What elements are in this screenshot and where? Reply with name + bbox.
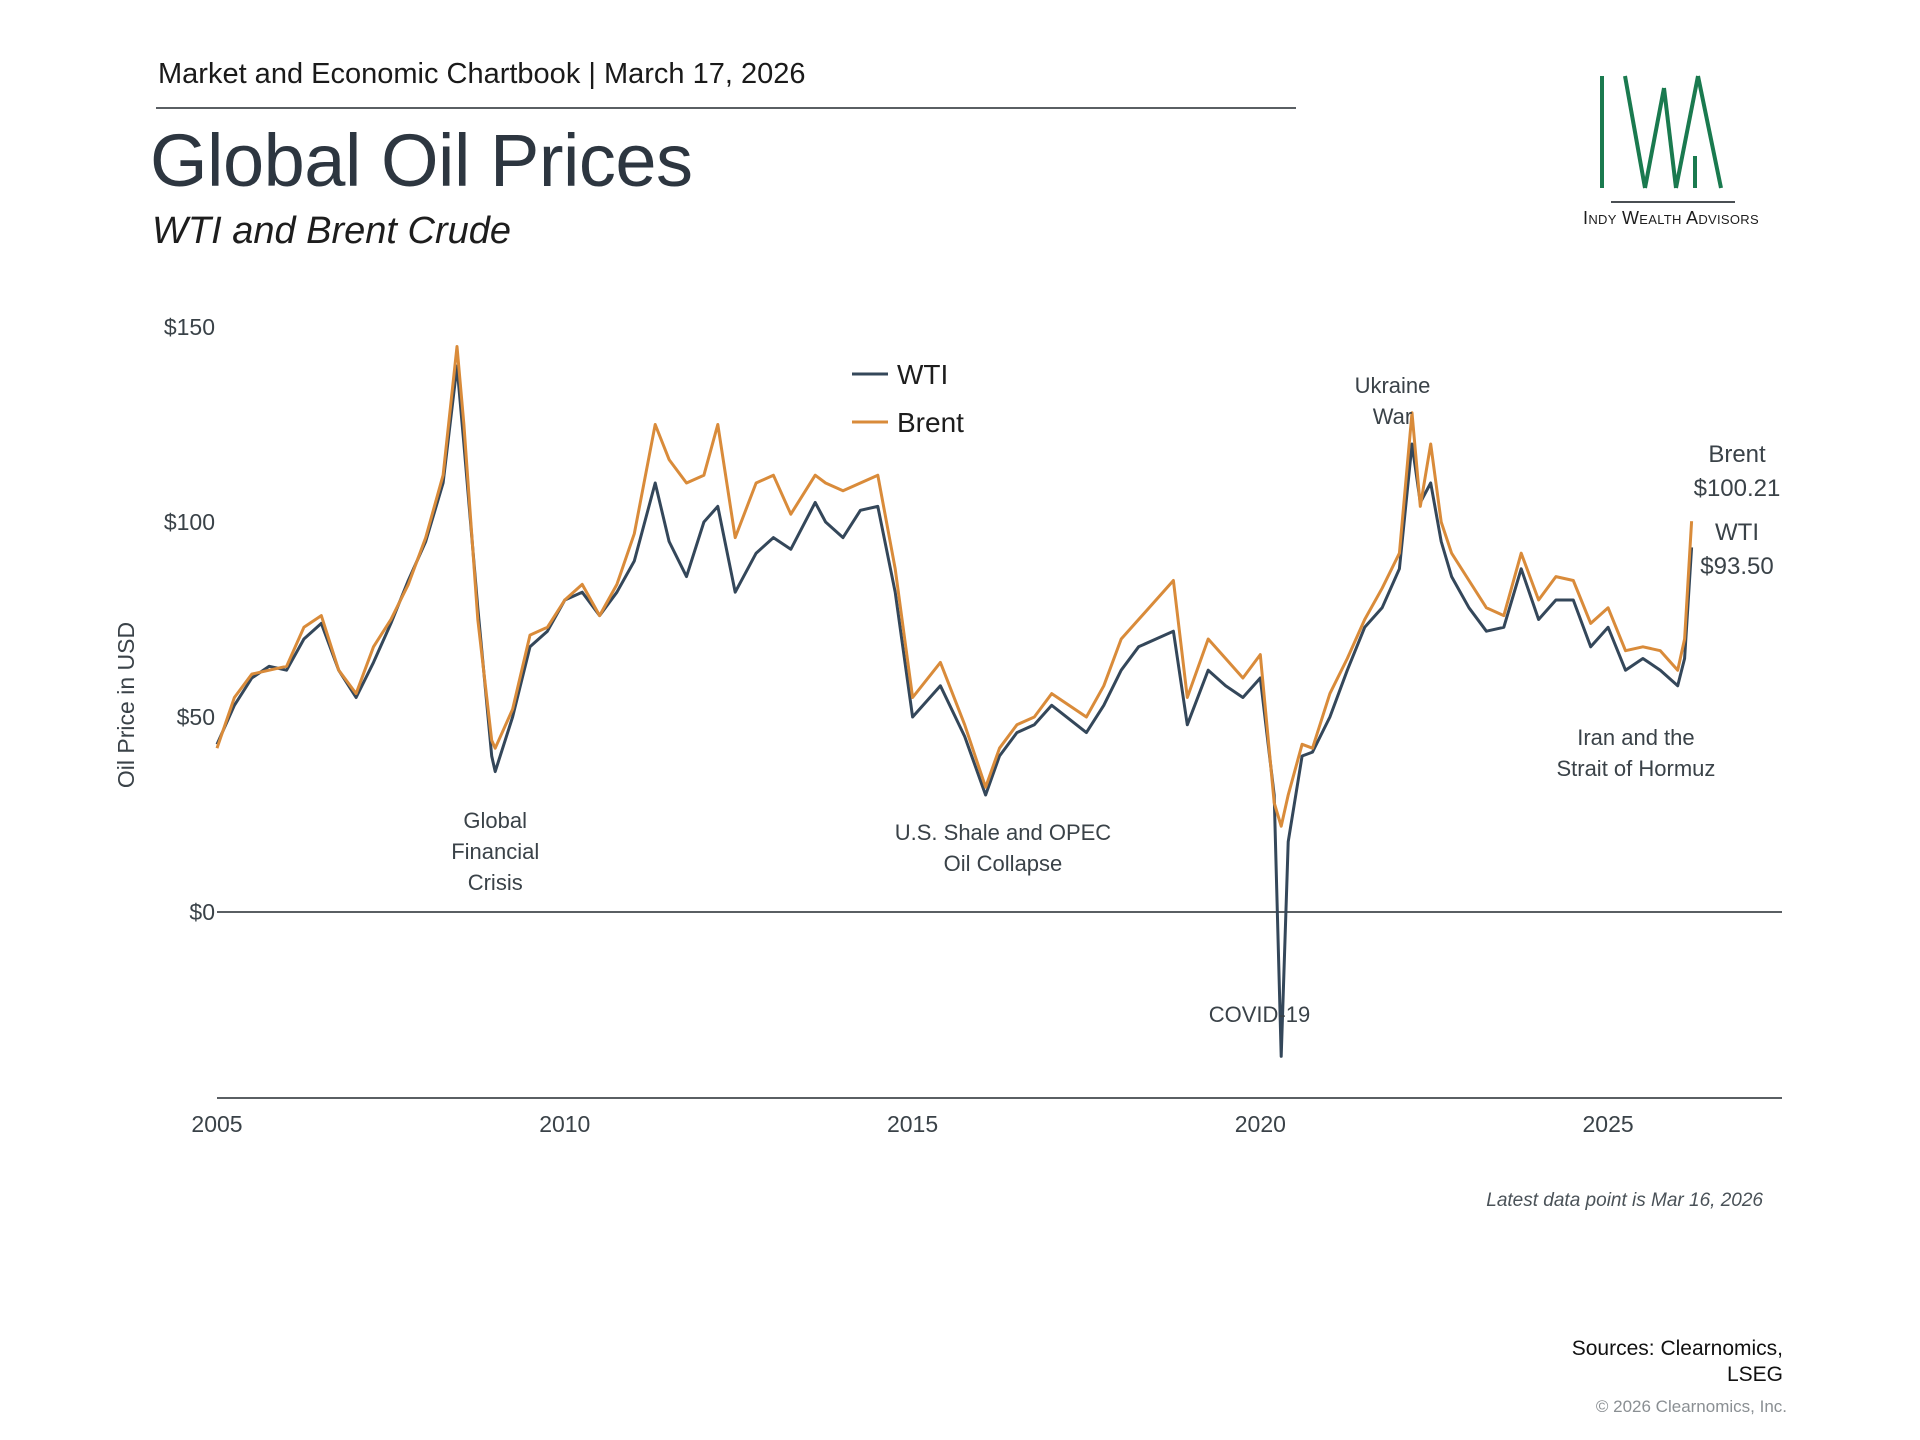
sources-line-2: LSEG [1726,1363,1783,1386]
annotation: COVID-19 [1209,1002,1310,1027]
annotation-text: Financial [451,839,539,864]
series-line-wti [215,364,1694,1058]
legend-label-wti: WTI [897,359,948,390]
y-tick-label: $0 [189,899,215,925]
x-tick-label: 2010 [539,1111,590,1137]
annotation-text: U.S. Shale and OPEC [895,820,1112,845]
x-tick-label: 2025 [1583,1111,1634,1137]
x-tick-label: 2020 [1235,1111,1286,1137]
y-axis-label: Oil Price in USD [113,622,139,788]
series-line-brent [215,345,1694,828]
annotation-text: COVID-19 [1209,1002,1310,1027]
y-tick-label: $100 [164,509,215,535]
end-label-value: $93.50 [1700,553,1773,580]
annotation-text: Iran and the [1577,725,1694,750]
iwa-logo-icon [1600,75,1735,203]
page-subtitle: WTI and Brent Crude [152,210,512,252]
annotation: Ukraine War [1355,373,1431,429]
copyright-note: © 2026 Clearnomics, Inc. [1595,1397,1787,1416]
x-tick-label: 2015 [887,1111,938,1137]
y-tick-label: $150 [164,314,215,340]
logo-company-name: Indy Wealth Advisors [1583,208,1759,228]
page-title: Global Oil Prices [150,119,693,202]
annotation-text: War [1373,404,1413,429]
end-label-name: Brent [1708,441,1766,468]
y-tick-label: $50 [177,704,215,730]
legend-label-brent: Brent [897,407,964,438]
annotation-text: Global [463,808,527,833]
end-label-name: WTI [1715,519,1759,546]
annotation: U.S. Shale and OPEC Oil Collapse [895,820,1112,876]
end-label-value: $100.21 [1694,475,1781,502]
annotation-text: Oil Collapse [944,851,1063,876]
annotation-text: Ukraine [1355,373,1431,398]
annotation-text: Crisis [468,870,523,895]
annotation: Iran and the Strait of Hormuz [1556,725,1715,781]
latest-data-note: Latest data point is Mar 16, 2026 [1486,1190,1763,1211]
sources-note: Sources: Clearnomics, LSEG [1572,1336,1783,1388]
sources-line-1: Sources: Clearnomics, [1571,1337,1783,1360]
x-tick-label: 2005 [191,1111,242,1137]
header-divider [156,107,1296,109]
annotation: Global Financial Crisis [451,808,539,895]
chartbook-header: Market and Economic Chartbook | March 17… [158,58,806,90]
annotation-text: Strait of Hormuz [1556,756,1715,781]
